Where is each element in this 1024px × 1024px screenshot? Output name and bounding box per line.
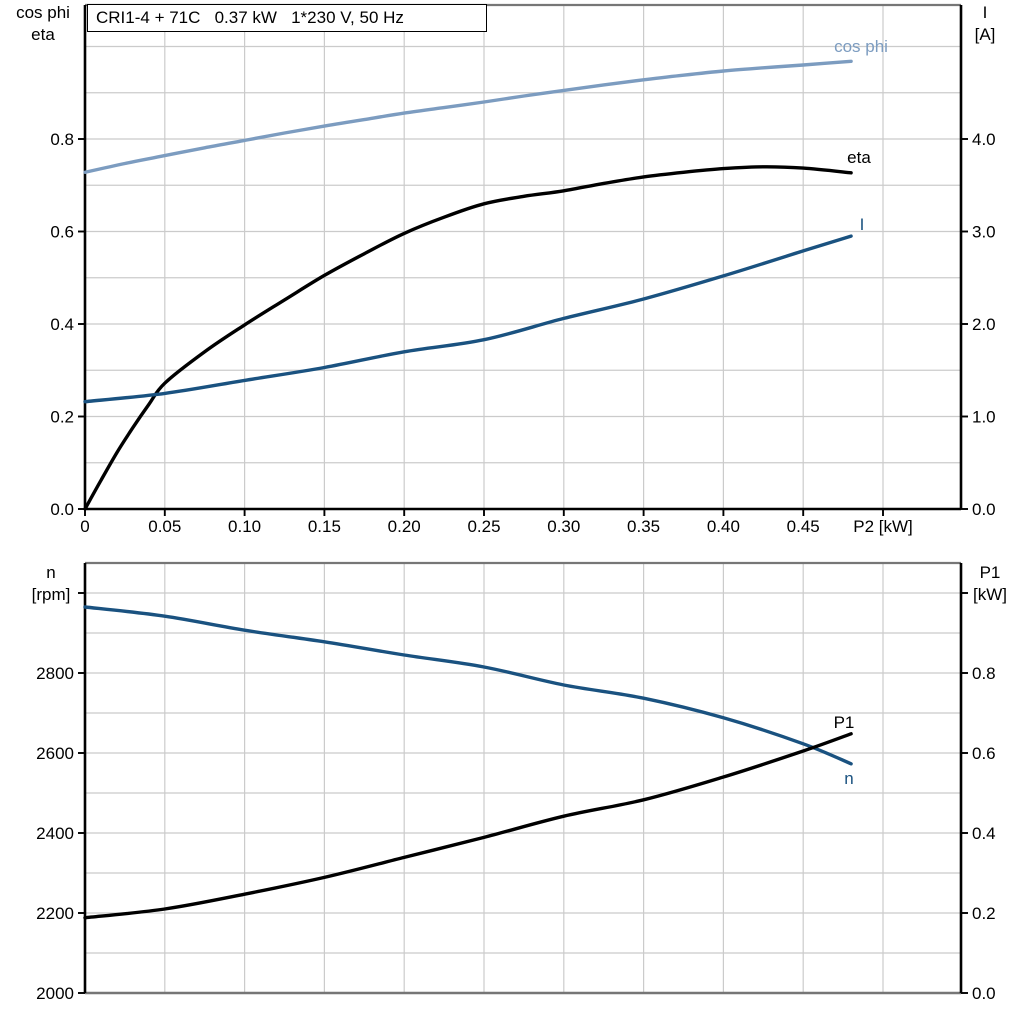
bottom-right-axis-header-line2: [kW] (973, 585, 1007, 604)
right-axis-tick-label: 0.6 (972, 744, 996, 763)
plot-frame (83, 561, 963, 995)
right-axis-tick-label: 2.0 (972, 315, 996, 334)
tick-labels: 2000 2200 2400 2600 2800 0.0 0.2 0.4 0.6 0.8 (36, 664, 995, 1003)
top-chart: 0.0 0.2 0.4 0.6 0.8 0.0 1.0 2.0 3.0 4.0 0 0.05 0.10 0… (50, 3, 996, 536)
x-axis-tick-label: 0.20 (388, 517, 421, 536)
x-axis-tick-label: 0.05 (148, 517, 181, 536)
curve-n (83, 605, 853, 766)
gridlines (85, 563, 961, 993)
curve-label-n: n (844, 769, 853, 788)
bottom-right-axis-header-line1: P1 (979, 563, 1001, 582)
curve-P1 (83, 732, 853, 920)
top-right-axis-header-line2: [A] (974, 25, 996, 44)
chart-title-box: CRI1-4 + 71C 0.37 kW 1*230 V, 50 Hz (87, 4, 487, 32)
bottom-left-axis-header: n [rpm] (18, 562, 84, 606)
gridlines (85, 5, 961, 509)
curve-label-P1: P1 (834, 713, 855, 732)
left-axis-tick-label: 2000 (36, 984, 74, 1003)
x-axis-tick-label: 0.45 (787, 517, 820, 536)
tick-marks (78, 138, 968, 516)
x-axis-tick-label: 0.10 (228, 517, 261, 536)
left-axis-tick-label: 0.0 (50, 500, 74, 519)
tick-marks (78, 592, 968, 994)
curve-label-cos-phi: cos phi (834, 37, 888, 56)
right-axis-tick-label: 3.0 (972, 223, 996, 242)
right-axis-tick-label: 0.4 (972, 824, 996, 843)
left-axis-tick-label: 0.2 (50, 408, 74, 427)
bottom-left-axis-header-line1: n (46, 563, 56, 582)
bottom-chart: 2000 2200 2400 2600 2800 0.0 0.2 0.4 0.6 0.8 n P1 (36, 561, 996, 1003)
top-right-axis-header: I [A] (957, 2, 1013, 46)
x-axis-tick-label: 0.30 (547, 517, 580, 536)
left-axis-tick-label: 2200 (36, 904, 74, 923)
curve-I (83, 234, 853, 404)
tick-labels: 0.0 0.2 0.4 0.6 0.8 0.0 1.0 2.0 3.0 4.0 0 0.05 0.10 0… (50, 130, 995, 536)
plot-frame (83, 3, 963, 511)
x-axis-title: P2 [kW] (853, 517, 913, 536)
x-axis-tick-label: 0.35 (627, 517, 660, 536)
curve-cos-phi (83, 59, 853, 174)
bottom-right-axis-header: P1 [kW] (960, 562, 1020, 606)
chart-title: CRI1-4 + 71C 0.37 kW 1*230 V, 50 Hz (96, 8, 404, 27)
x-axis-tick-label: 0 (80, 517, 89, 536)
top-left-axis-header-line2: eta (31, 25, 55, 44)
top-left-axis-header-line1: cos phi (16, 3, 70, 22)
x-axis-tick-label: 0.40 (707, 517, 740, 536)
left-axis-tick-label: 2400 (36, 824, 74, 843)
top-left-axis-header: cos phi eta (3, 2, 83, 46)
right-axis-tick-label: 1.0 (972, 408, 996, 427)
right-axis-tick-label: 4.0 (972, 130, 996, 149)
right-axis-tick-label: 0.0 (972, 984, 996, 1003)
curve-label-eta: eta (847, 148, 871, 167)
left-axis-tick-label: 2800 (36, 664, 74, 683)
left-axis-tick-label: 0.6 (50, 223, 74, 242)
top-right-axis-header-line1: I (982, 3, 988, 22)
left-axis-tick-label: 2600 (36, 744, 74, 763)
x-axis-tick-label: 0.25 (467, 517, 500, 536)
right-axis-tick-label: 0.8 (972, 664, 996, 683)
left-axis-tick-label: 0.8 (50, 130, 74, 149)
left-axis-tick-label: 0.4 (50, 315, 74, 334)
right-axis-tick-label: 0.0 (972, 500, 996, 519)
x-axis-tick-label: 0.15 (308, 517, 341, 536)
right-axis-tick-label: 0.2 (972, 904, 996, 923)
curve-eta (83, 165, 853, 511)
curve-label-I: I (860, 215, 865, 234)
bottom-left-axis-header-line2: [rpm] (31, 585, 71, 604)
